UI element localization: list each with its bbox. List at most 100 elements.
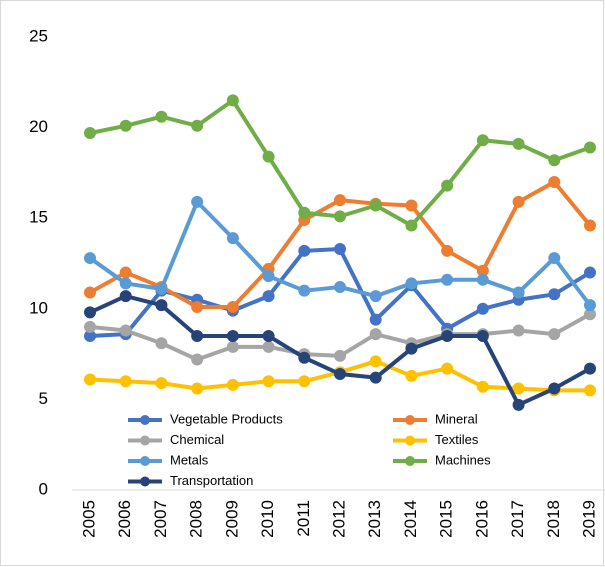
- data-point: [548, 288, 561, 301]
- data-point: [155, 337, 168, 350]
- legend-marker: [140, 476, 150, 487]
- legend-marker: [140, 415, 150, 425]
- data-point: [191, 329, 204, 342]
- data-point: [119, 119, 132, 132]
- x-tick-label: 2017: [508, 500, 527, 538]
- data-point: [298, 244, 311, 257]
- data-point: [548, 175, 561, 188]
- data-point: [84, 306, 96, 319]
- data-point: [191, 195, 204, 208]
- data-point: [369, 313, 382, 326]
- data-point: [84, 127, 96, 140]
- data-point: [369, 199, 382, 212]
- data-point: [548, 382, 561, 395]
- legend-marker: [140, 435, 150, 446]
- data-point: [441, 273, 454, 286]
- data-point: [119, 375, 132, 388]
- data-point: [441, 329, 454, 342]
- data-point: [119, 266, 132, 279]
- data-point: [119, 324, 132, 337]
- data-point: [334, 243, 346, 256]
- data-point: [512, 286, 525, 299]
- data-point: [476, 264, 489, 277]
- x-tick-label: 2009: [222, 500, 241, 538]
- data-point: [226, 340, 239, 353]
- data-point: [476, 302, 489, 315]
- data-point: [262, 329, 275, 342]
- x-tick-label: 2011: [294, 500, 313, 537]
- legend-label: Textiles: [435, 432, 479, 447]
- legend-label: Metals: [170, 452, 209, 467]
- data-point: [262, 340, 275, 353]
- legend-marker: [140, 456, 150, 466]
- y-tick-label: 20: [29, 117, 48, 136]
- data-point: [226, 378, 239, 391]
- data-point: [262, 375, 275, 388]
- data-point: [369, 355, 382, 368]
- x-tick-label: 2018: [544, 500, 563, 538]
- data-point: [334, 281, 346, 294]
- data-point: [155, 299, 168, 312]
- data-point: [84, 252, 96, 265]
- data-point: [191, 119, 204, 132]
- data-point: [369, 371, 382, 384]
- x-tick-label: 2016: [472, 500, 491, 538]
- data-point: [584, 299, 596, 312]
- data-point: [369, 290, 382, 303]
- data-point: [584, 141, 596, 154]
- data-point: [476, 329, 489, 342]
- data-point: [298, 206, 311, 219]
- data-point: [548, 328, 561, 341]
- legend-label: Vegetable Products: [170, 411, 283, 426]
- x-tick-label: 2013: [365, 500, 384, 538]
- data-point: [226, 94, 239, 107]
- data-point: [584, 219, 596, 232]
- y-tick-label: 5: [39, 389, 48, 408]
- data-point: [334, 368, 346, 381]
- data-point: [405, 199, 418, 212]
- x-tick-label: 2007: [151, 500, 170, 538]
- legend-label: Chemical: [170, 432, 224, 447]
- x-tick-label: 2012: [329, 500, 348, 538]
- y-tick-label: 25: [29, 26, 48, 45]
- data-point: [369, 328, 382, 341]
- data-point: [84, 329, 96, 342]
- x-tick-label: 2008: [187, 500, 206, 538]
- data-point: [405, 277, 418, 290]
- data-point: [548, 252, 561, 265]
- x-tick-label: 2015: [437, 500, 456, 538]
- x-tick-label: 2019: [579, 500, 598, 538]
- data-point: [119, 290, 132, 303]
- data-point: [298, 375, 311, 388]
- x-tick-label: 2010: [258, 500, 277, 538]
- x-tick-label: 2014: [401, 500, 420, 538]
- data-point: [84, 373, 96, 386]
- data-point: [512, 195, 525, 208]
- legend-label: Transportation: [170, 473, 253, 488]
- y-tick-label: 15: [29, 208, 48, 227]
- data-point: [476, 380, 489, 393]
- data-point: [191, 382, 204, 395]
- data-point: [584, 384, 596, 397]
- legend-marker: [405, 415, 415, 425]
- data-point: [334, 210, 346, 223]
- data-point: [155, 110, 168, 123]
- data-point: [262, 270, 275, 283]
- data-point: [298, 351, 311, 364]
- data-point: [155, 282, 168, 295]
- data-point: [584, 308, 596, 321]
- data-point: [226, 329, 239, 342]
- data-point: [584, 266, 596, 279]
- data-point: [334, 349, 346, 362]
- data-point: [262, 150, 275, 163]
- data-point: [476, 134, 489, 147]
- legend-marker: [405, 456, 415, 466]
- data-point: [262, 290, 275, 303]
- data-point: [405, 219, 418, 232]
- x-tick-label: 2005: [79, 500, 98, 538]
- data-point: [512, 398, 525, 411]
- data-point: [476, 273, 489, 286]
- data-point: [226, 300, 239, 313]
